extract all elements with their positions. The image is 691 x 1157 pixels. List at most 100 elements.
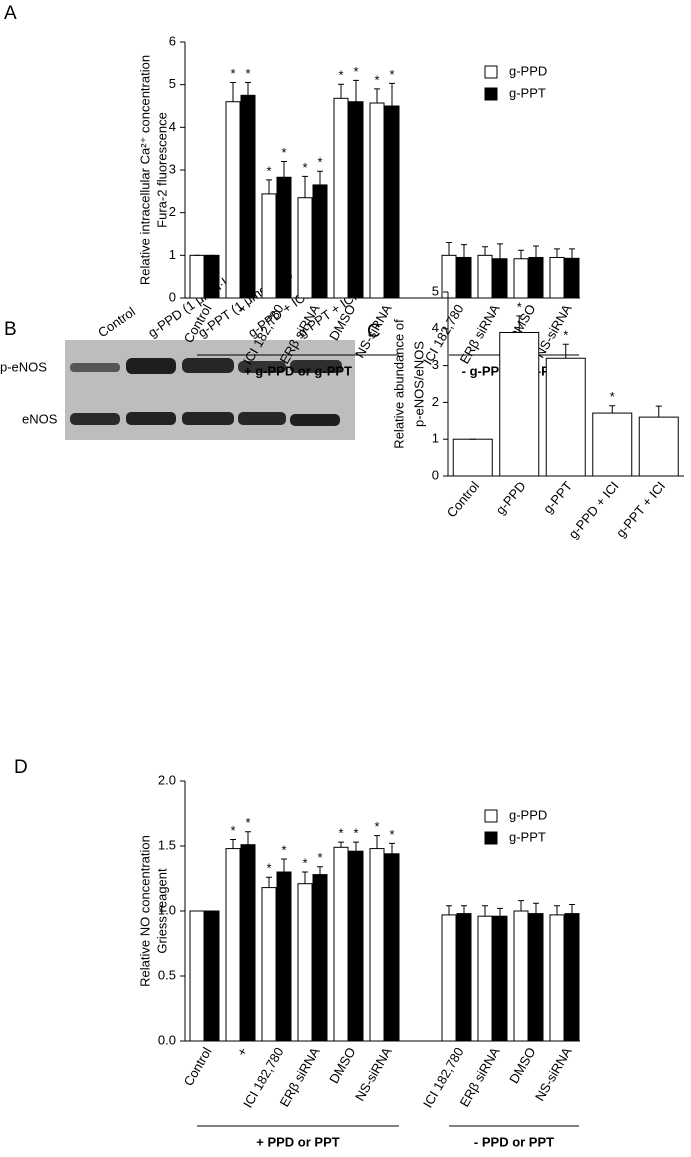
legend-label: g-PPT <box>509 829 546 844</box>
error-bar <box>281 160 287 178</box>
y-tick-label: 6 <box>169 33 176 48</box>
bar <box>240 844 256 1042</box>
y-tick-label: 1 <box>169 247 176 262</box>
x-tick-label: DMSO <box>506 1045 538 1086</box>
bar <box>189 910 205 1042</box>
y-tick-label: 0 <box>432 467 439 482</box>
bar <box>528 256 544 299</box>
y-tick-label: 1 <box>432 431 439 446</box>
error-bar <box>461 244 467 258</box>
significance-marker: * <box>302 855 307 870</box>
significance-marker: * <box>266 163 271 178</box>
bar <box>549 914 565 1042</box>
error-bar <box>230 839 236 849</box>
bar <box>276 176 292 299</box>
significance-marker: * <box>230 66 235 81</box>
error-bar <box>245 82 251 96</box>
bar <box>477 254 493 299</box>
y-axis-label: p-eNOS/eNOS <box>411 341 426 427</box>
bar <box>564 257 580 299</box>
legend-label: g-PPD <box>509 63 547 78</box>
y-axis-label: Relative NO concentration <box>137 835 152 987</box>
error-bar <box>302 871 308 884</box>
bar <box>384 853 400 1042</box>
blot-row-label: eNOS <box>22 411 58 426</box>
error-bar <box>317 866 323 875</box>
error-bar <box>609 405 616 414</box>
y-axis-label: Fura-2 fluorescence <box>154 112 169 228</box>
bar <box>261 193 277 299</box>
y-tick-label: 0.0 <box>158 1032 176 1047</box>
error-bar <box>266 179 272 194</box>
bar <box>297 197 313 299</box>
significance-marker: * <box>245 815 250 830</box>
bar <box>261 887 277 1042</box>
error-bar <box>338 83 344 99</box>
x-tick-label: Control <box>181 1045 215 1089</box>
error-bar <box>569 248 575 259</box>
bar <box>297 883 313 1042</box>
bar <box>456 913 472 1042</box>
error-bar <box>497 907 503 917</box>
error-bar <box>497 243 503 259</box>
y-tick-label: 5 <box>169 76 176 91</box>
bar <box>456 256 472 299</box>
error-bar <box>518 900 524 911</box>
significance-marker: * <box>302 160 307 175</box>
y-tick-label: 1.5 <box>158 837 176 852</box>
significance-marker: * <box>338 826 343 841</box>
bar <box>225 848 241 1042</box>
legend-swatch <box>484 87 498 101</box>
error-bar <box>461 905 467 914</box>
blot-image <box>65 340 355 440</box>
group-label: - PPD or PPT <box>474 1134 554 1149</box>
error-bar <box>374 88 380 104</box>
error-bar <box>245 831 251 845</box>
significance-marker: * <box>374 72 379 87</box>
y-axis-label: Griess reagent <box>154 868 169 954</box>
bar <box>545 357 586 477</box>
error-bar <box>533 245 539 258</box>
y-axis-label: Relative abundance of <box>391 319 406 449</box>
y-tick-label: 3 <box>169 161 176 176</box>
error-bar <box>302 175 308 198</box>
error-bar <box>389 82 395 106</box>
bar <box>348 101 364 299</box>
error-bar <box>554 905 560 915</box>
significance-marker: * <box>353 64 358 79</box>
error-bar <box>230 82 236 102</box>
significance-marker: * <box>338 68 343 83</box>
error-bar <box>266 876 272 888</box>
blot-lane-label: Control <box>95 304 138 340</box>
significance-marker: * <box>230 823 235 838</box>
x-tick-label: g-PPD <box>493 478 529 517</box>
significance-marker: * <box>245 66 250 81</box>
bar <box>452 438 493 477</box>
group-label: + PPD or PPT <box>256 1134 339 1149</box>
significance-marker: * <box>281 145 286 160</box>
error-bar <box>533 902 539 914</box>
x-tick-label: NS-siRNA <box>352 1044 395 1103</box>
y-tick-label: 2 <box>432 394 439 409</box>
significance-marker: * <box>317 850 322 865</box>
bar <box>189 254 205 299</box>
bar <box>441 914 457 1042</box>
error-bar <box>482 246 488 256</box>
panel-letter: C <box>367 321 381 342</box>
bar <box>333 97 349 299</box>
error-bar <box>554 248 560 258</box>
bar <box>638 416 679 477</box>
bar <box>240 94 256 299</box>
error-bar <box>389 842 395 854</box>
bar <box>513 258 529 299</box>
legend-label: g-PPT <box>509 85 546 100</box>
error-bar <box>374 835 380 849</box>
significance-marker: * <box>610 389 615 404</box>
significance-marker: * <box>389 67 394 82</box>
error-bar <box>482 905 488 917</box>
bar <box>204 910 220 1042</box>
bar <box>369 848 385 1042</box>
significance-marker: * <box>266 861 271 876</box>
bar <box>513 910 529 1042</box>
